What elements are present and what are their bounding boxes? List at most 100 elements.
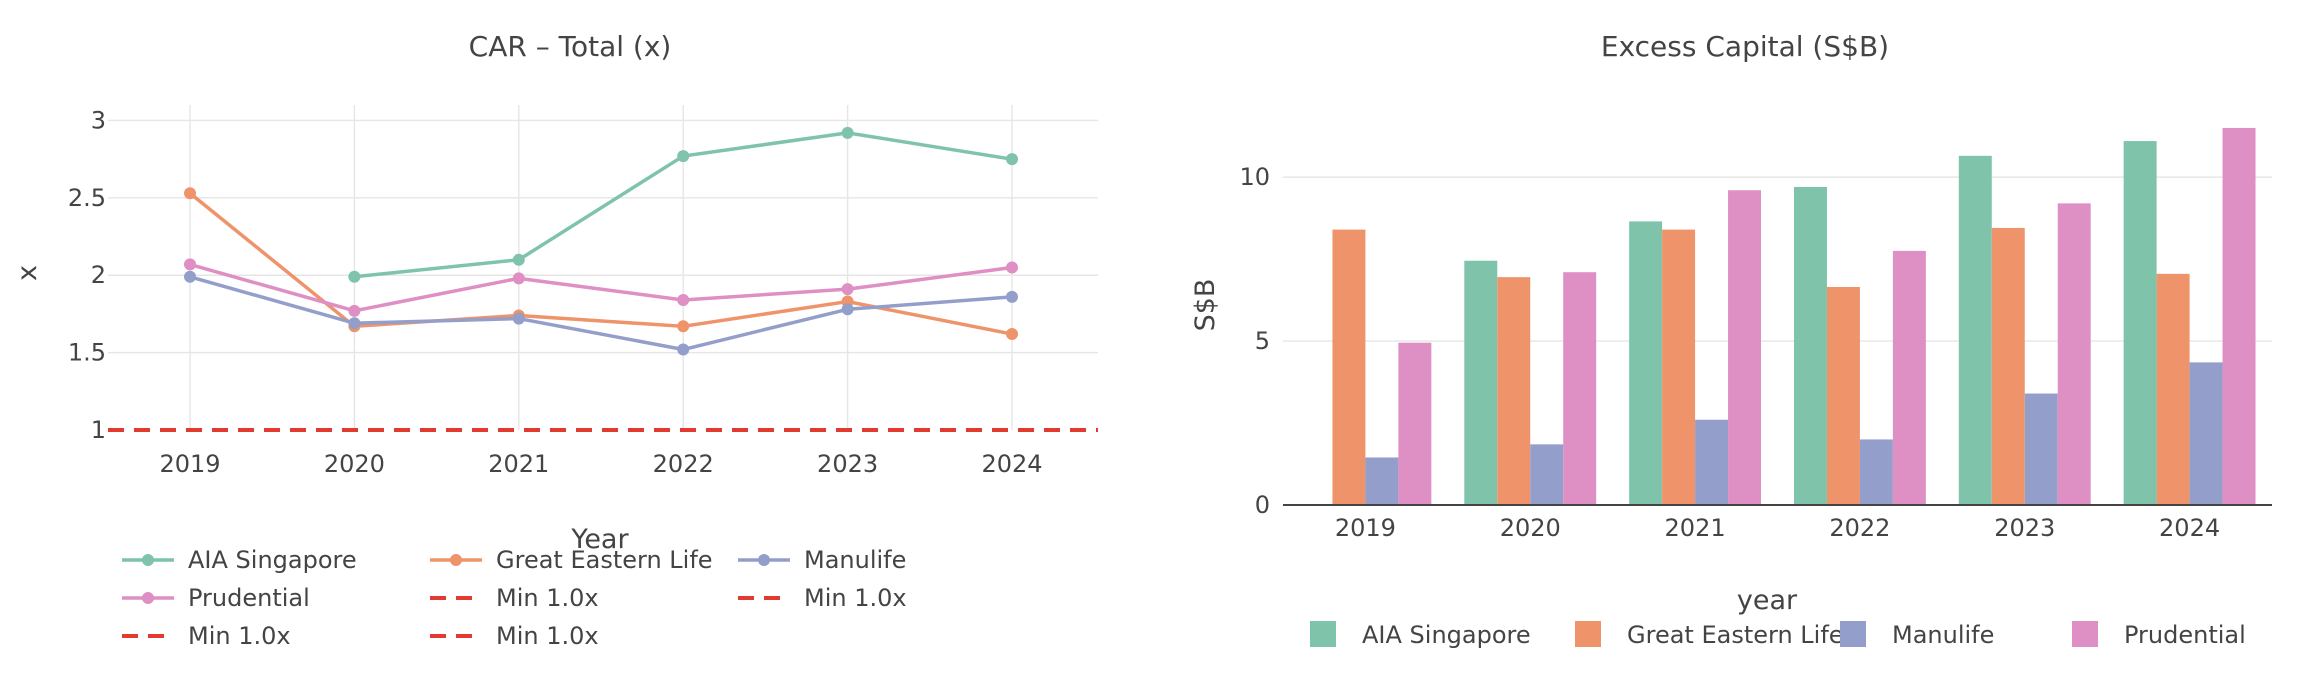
car-y-tick-label: 2 <box>91 261 106 289</box>
series-aia-singapore <box>348 126 1018 283</box>
legend-label: Prudential <box>188 584 310 612</box>
bar-aia-singapore-2021 <box>1629 221 1663 506</box>
excess-capital-y-tick-label: 0 <box>1255 491 1270 519</box>
car-x-tick-label: 2020 <box>324 450 385 478</box>
car-legend-item-min-1-0x[interactable]: Min 1.0x <box>430 622 599 650</box>
bar-aia-singapore-2022 <box>1793 186 1827 505</box>
bar-great-eastern-life-2021 <box>1662 229 1696 506</box>
car-chart-title: CAR – Total (x) <box>469 30 672 63</box>
bar-great-eastern-life-2020 <box>1497 277 1531 505</box>
point-great-eastern-life-2019 <box>184 187 196 200</box>
bar-aia-singapore-2020 <box>1464 260 1498 505</box>
legend-label: Min 1.0x <box>188 622 291 650</box>
car-x-axis-title: Year <box>570 524 629 555</box>
excess-capital-chart-title: Excess Capital (S$B) <box>1601 30 1889 63</box>
car-y-tick-label: 1 <box>91 416 106 444</box>
legend-swatch-marker <box>142 554 154 566</box>
legend-label: Min 1.0x <box>804 584 907 612</box>
point-prudential-2024 <box>1006 261 1018 274</box>
bar-manulife-2019 <box>1365 457 1399 505</box>
excess-capital-x-ticks: 2019 2020 2021 2022 2023 2024 <box>1335 514 2220 542</box>
bar-series-prudential <box>1398 127 2256 506</box>
bar-great-eastern-life-2023 <box>1991 227 2025 506</box>
excess-capital-bars <box>1332 127 2256 506</box>
bar-prudential-2020 <box>1563 272 1597 505</box>
series-great-eastern-life <box>184 187 1018 341</box>
line-prudential <box>189 262 1013 313</box>
legend-label: Great Eastern Life <box>496 546 713 574</box>
bar-great-eastern-life-2024 <box>2156 273 2190 505</box>
excess-capital-legend-item-manulife[interactable]: Manulife <box>1840 621 1994 649</box>
point-prudential-2022 <box>677 294 690 306</box>
point-manulife-2020 <box>348 317 361 330</box>
bar-manulife-2022 <box>1859 439 1893 505</box>
excess-capital-x-tick-label: 2021 <box>1665 514 1726 542</box>
point-manulife-2024 <box>1006 290 1018 303</box>
car-legend-item-manulife[interactable]: Manulife <box>738 546 906 574</box>
bar-series-aia-singapore <box>1464 141 2157 506</box>
point-great-eastern-life-2022 <box>677 320 690 333</box>
point-great-eastern-life-2024 <box>1006 328 1018 341</box>
car-legend-item-prudential[interactable]: Prudential <box>122 584 310 612</box>
series-manulife <box>184 270 1018 356</box>
car-series-lines <box>184 126 1018 356</box>
bar-prudential-2024 <box>2222 127 2256 506</box>
excess-capital-x-tick-label: 2020 <box>1500 514 1561 542</box>
series-prudential <box>184 258 1018 317</box>
legend-swatch-box <box>2072 621 2098 647</box>
point-aia-singapore-2023 <box>841 126 854 139</box>
excess-capital-x-tick-label: 2022 <box>1829 514 1890 542</box>
excess-capital-legend-item-prudential[interactable]: Prudential <box>2072 621 2246 649</box>
car-legend-item-aia-singapore[interactable]: AIA Singapore <box>122 546 357 574</box>
point-manulife-2023 <box>841 303 854 316</box>
bar-prudential-2019 <box>1398 342 1432 505</box>
excess-capital-x-axis-title: year <box>1737 585 1798 616</box>
car-legend-item-min-1-0x[interactable]: Min 1.0x <box>738 584 907 612</box>
car-total-chart: CAR – Total (x) 2019 2020 2021 2022 2023 2024… <box>12 30 1098 650</box>
point-manulife-2022 <box>677 343 690 356</box>
excess-capital-y-ticks: 0 5 10 <box>1239 163 1270 519</box>
car-x-tick-label: 2022 <box>653 450 714 478</box>
point-aia-singapore-2021 <box>512 253 525 266</box>
legend-swatch-marker <box>758 554 770 566</box>
point-aia-singapore-2022 <box>677 150 690 163</box>
legend-swatch-marker <box>450 554 462 566</box>
legend-label: AIA Singapore <box>188 546 357 574</box>
point-prudential-2019 <box>184 258 196 271</box>
bar-prudential-2022 <box>1892 250 1926 505</box>
car-legend-item-min-1-0x[interactable]: Min 1.0x <box>122 622 291 650</box>
excess-capital-y-tick-label: 10 <box>1239 163 1270 191</box>
excess-capital-legend: AIA Singapore Great Eastern Life Manulife P… <box>1310 621 2246 649</box>
point-aia-singapore-2020 <box>348 270 361 283</box>
bar-great-eastern-life-2022 <box>1826 286 1860 505</box>
car-x-ticks: 2019 2020 2021 2022 2023 2024 <box>159 450 1042 478</box>
legend-label: AIA Singapore <box>1362 621 1531 649</box>
car-y-tick-label: 3 <box>91 106 106 134</box>
legend-label: Min 1.0x <box>496 622 599 650</box>
legend-swatch-box <box>1840 621 1866 647</box>
point-manulife-2021 <box>512 312 525 325</box>
bar-prudential-2021 <box>1728 190 1762 505</box>
excess-capital-legend-item-great-eastern-life[interactable]: Great Eastern Life <box>1575 621 1844 649</box>
legend-label: Min 1.0x <box>496 584 599 612</box>
excess-capital-legend-item-aia-singapore[interactable]: AIA Singapore <box>1310 621 1531 649</box>
bar-manulife-2020 <box>1530 444 1564 505</box>
bar-prudential-2023 <box>2057 203 2091 505</box>
car-y-axis-title: x <box>12 265 43 281</box>
point-manulife-2019 <box>184 270 196 283</box>
car-y-tick-label: 1.5 <box>68 339 106 367</box>
legend-label: Prudential <box>2124 621 2246 649</box>
point-aia-singapore-2024 <box>1006 153 1018 166</box>
bar-aia-singapore-2024 <box>2123 141 2157 506</box>
excess-capital-x-tick-label: 2019 <box>1335 514 1396 542</box>
excess-capital-grid <box>1283 176 2272 342</box>
bar-manulife-2023 <box>2024 393 2058 505</box>
car-legend-item-min-1-0x[interactable]: Min 1.0x <box>430 584 599 612</box>
bar-manulife-2024 <box>2189 362 2223 505</box>
line-manulife <box>189 275 1013 352</box>
car-legend-item-great-eastern-life[interactable]: Great Eastern Life <box>430 546 713 574</box>
car-y-tick-label: 2.5 <box>68 184 106 212</box>
car-y-ticks: 1 1.5 2 2.5 3 <box>68 106 106 444</box>
legend-swatch-box <box>1310 621 1336 647</box>
